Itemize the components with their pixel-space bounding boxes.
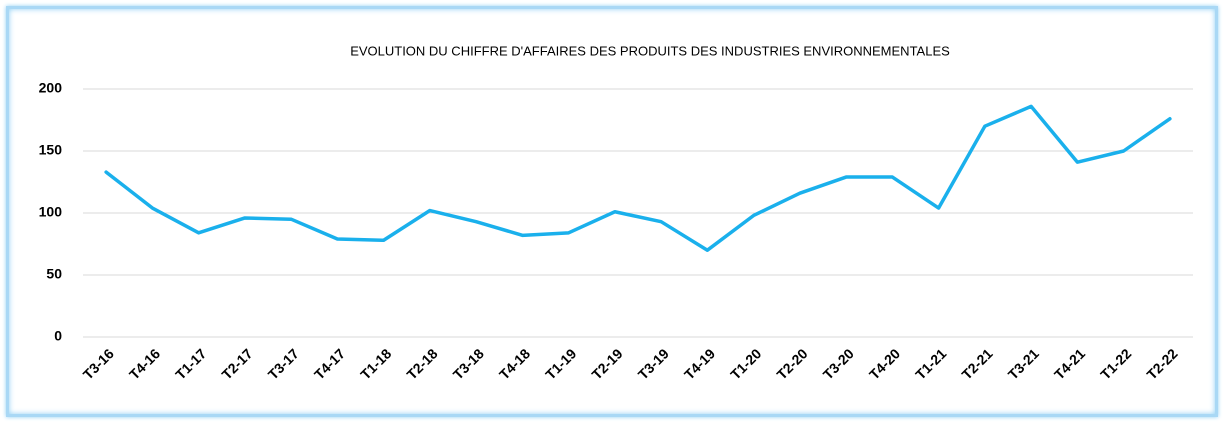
y-tick-label: 100 <box>39 204 63 220</box>
x-tick-label: T2-22 <box>1143 345 1180 382</box>
x-tick-label: T4-18 <box>496 345 533 382</box>
x-tick-label: T1-17 <box>172 345 209 382</box>
y-tick-label: 200 <box>39 80 63 96</box>
x-tick-label: T1-21 <box>912 345 949 382</box>
x-tick-label: T3-18 <box>450 345 487 382</box>
chart-title: EVOLUTION DU CHIFFRE D'AFFAIRES DES PROD… <box>350 43 950 58</box>
x-tick-label: T4-20 <box>866 345 903 382</box>
y-tick-label: 50 <box>46 266 62 282</box>
data-line <box>104 104 1172 252</box>
x-tick-label: T3-21 <box>1005 345 1042 382</box>
x-tick-label: T1-18 <box>357 345 394 382</box>
x-tick-label: T1-19 <box>542 345 579 382</box>
x-tick-label: T3-19 <box>635 345 672 382</box>
x-tick-label: T1-22 <box>1097 345 1134 382</box>
x-tick-label: T3-16 <box>80 345 117 382</box>
x-tick-label: T3-17 <box>265 345 302 382</box>
x-tick-label: T2-19 <box>588 345 625 382</box>
x-tick-label: T3-20 <box>820 345 857 382</box>
x-tick-label: T1-20 <box>727 345 764 382</box>
x-tick-label: T2-20 <box>773 345 810 382</box>
x-tick-label: T4-17 <box>311 345 348 382</box>
y-tick-label: 0 <box>54 328 62 344</box>
x-tick-label: T2-21 <box>958 345 995 382</box>
x-tick-label: T4-21 <box>1051 345 1088 382</box>
x-tick-label: T2-18 <box>403 345 440 382</box>
x-tick-label: T2-17 <box>218 345 255 382</box>
x-tick-label: T4-16 <box>126 345 163 382</box>
y-tick-label: 150 <box>39 142 63 158</box>
x-tick-label: T4-19 <box>681 345 718 382</box>
